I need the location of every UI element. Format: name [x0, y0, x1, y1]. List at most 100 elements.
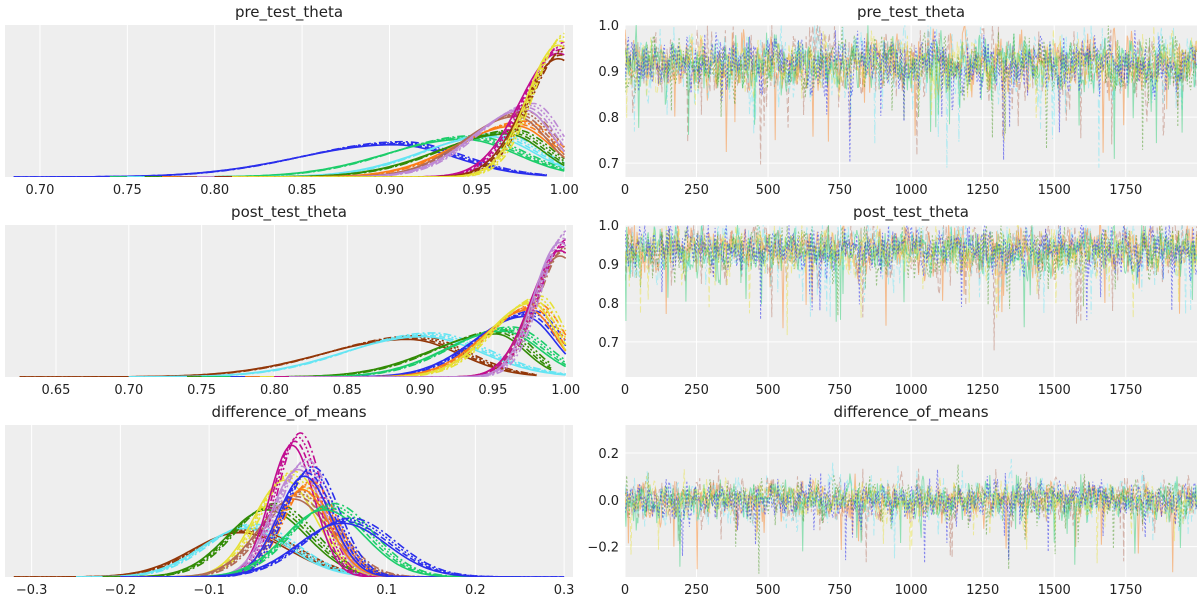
x-tick-label: 250 [684, 383, 709, 398]
density-line [289, 230, 567, 377]
x-tick-label: 0.85 [288, 183, 317, 198]
x-tick-label: 0.2 [465, 583, 486, 598]
x-tick-label: 0.80 [200, 183, 229, 198]
x-tick-label: 0 [621, 383, 629, 398]
density-line [232, 40, 565, 177]
x-tick-label: 500 [756, 383, 781, 398]
x-tick-label: 0.90 [375, 183, 404, 198]
trace-line [625, 25, 1197, 153]
panel-title: difference_of_means [833, 403, 988, 422]
x-tick-label: 1.00 [550, 183, 579, 198]
trace-panel-pre-test-theta: pre_test_theta 0 250 500 750 1000 1250 1500 1750… [598, 3, 1197, 198]
y-tick-label: 1.0 [598, 19, 619, 34]
density-line [120, 444, 476, 577]
density-line [102, 502, 458, 577]
density-line [259, 297, 567, 377]
density-line [120, 458, 476, 577]
density-line [164, 517, 565, 577]
x-tick-label: 0.80 [260, 383, 289, 398]
x-tick-label: 1500 [1038, 383, 1071, 398]
panel-title: pre_test_theta [235, 3, 343, 22]
x-tick-label: 500 [756, 183, 781, 198]
trace-line [625, 25, 1197, 159]
plot-area-background [5, 225, 573, 377]
x-tick-label: 0 [621, 583, 629, 598]
x-tick-label: 1500 [1038, 183, 1071, 198]
x-tick-label: 1750 [1109, 583, 1142, 598]
x-tick-label: −0.2 [105, 583, 137, 598]
density-line [201, 327, 567, 377]
density-line [120, 473, 476, 577]
x-tick-label: 500 [756, 583, 781, 598]
x-tick-label: 0.3 [554, 583, 575, 598]
density-line [13, 140, 547, 177]
density-line [232, 36, 565, 177]
x-tick-label: 1.00 [551, 383, 580, 398]
y-tick-label: 0.9 [598, 258, 619, 273]
density-line [164, 504, 520, 577]
density-line [259, 295, 567, 377]
x-tick-label: 1250 [966, 583, 999, 598]
density-line [120, 472, 520, 577]
series-group [625, 25, 1197, 168]
density-line [197, 102, 565, 177]
density-line [289, 237, 567, 377]
series-group [13, 32, 565, 177]
density-line [120, 475, 520, 577]
x-tick-label: 1000 [895, 583, 928, 598]
x-tick-label: 1750 [1109, 383, 1142, 398]
trace-line [625, 469, 1197, 564]
density-line [120, 432, 476, 577]
panel-title: difference_of_means [211, 403, 366, 422]
density-line [120, 465, 520, 577]
density-line [128, 332, 566, 377]
x-tick-label: 750 [827, 183, 852, 198]
y-tick-label: 0.7 [598, 336, 619, 351]
trace-line [625, 458, 1197, 559]
density-panel-difference-of-means: difference_of_means −0.3 −0.2 −0.1 0.0 0.1 0.2… [5, 403, 574, 598]
trace-panel-difference-of-means: difference_of_means 0 250 500 750 1000 1250 150… [587, 403, 1197, 598]
x-tick-label: 750 [827, 583, 852, 598]
y-tick-label: 1.0 [598, 219, 619, 234]
density-line [214, 57, 565, 177]
trace-line [625, 473, 1197, 567]
trace-line [625, 25, 1197, 165]
trace-line [625, 225, 1197, 328]
x-tick-label: 0.90 [406, 383, 435, 398]
x-tick-label: 0.1 [376, 583, 397, 598]
density-line [162, 121, 565, 177]
trace-line [625, 26, 1197, 142]
x-tick-label: 0.85 [333, 383, 362, 398]
series-group [13, 432, 565, 577]
density-panel-post-test-theta: post_test_theta 0.65 0.70 0.75 0.80 0.85 0.90 0… [5, 203, 580, 398]
x-tick-label: 1000 [895, 383, 928, 398]
density-line [232, 44, 565, 177]
density-panel-pre-test-theta: pre_test_theta 0.70 0.75 0.80 0.85 0.90 0.95 1.… [5, 3, 579, 198]
panel-title: pre_test_theta [857, 3, 965, 22]
density-line [144, 129, 565, 177]
plot-area-background [5, 25, 573, 177]
x-tick-label: −0.1 [193, 583, 225, 598]
trace-panel-post-test-theta: post_test_theta 0 250 500 750 1000 1250 1500 175… [598, 203, 1197, 398]
y-tick-label: 0.8 [598, 111, 619, 126]
x-tick-label: 0.95 [478, 383, 507, 398]
density-line [289, 241, 567, 377]
trace-line [625, 25, 1197, 168]
density-line [120, 468, 476, 577]
panel-title: post_test_theta [231, 203, 347, 222]
x-tick-label: 0.95 [462, 183, 491, 198]
series-group [625, 225, 1197, 351]
series-group [19, 230, 567, 377]
x-tick-label: 1000 [895, 183, 928, 198]
density-line [274, 249, 567, 377]
density-line [13, 141, 547, 177]
trace-line [625, 225, 1197, 321]
y-tick-label: 0.9 [598, 65, 619, 80]
x-tick-label: 1250 [966, 383, 999, 398]
x-tick-label: 0 [621, 183, 629, 198]
y-tick-label: 0.8 [598, 297, 619, 312]
x-tick-label: 0.75 [113, 183, 142, 198]
density-line [120, 488, 476, 577]
series-group [625, 458, 1197, 574]
